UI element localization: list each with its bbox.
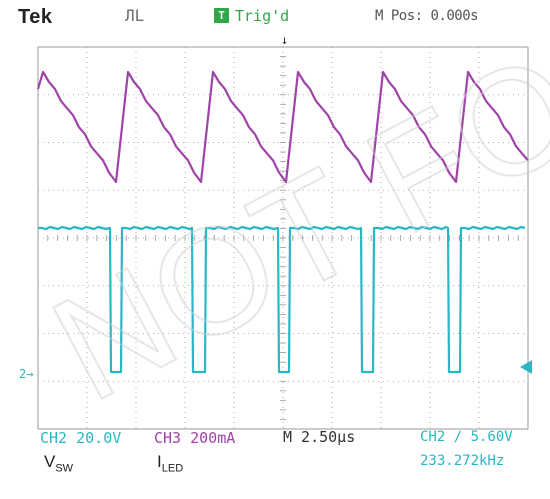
ch2-voltage-trace [38,225,526,374]
oscilloscope-screen [36,46,529,430]
trigger-level-marker-icon [520,360,532,374]
trigger-badge: T [214,8,229,23]
ch3-current-trace [36,70,529,184]
brand-logo: Tek [18,6,53,28]
horizontal-position-readout: M Pos: 0.000s [375,8,479,24]
run-state-indicator: ЛL [125,6,145,25]
label-iled-main: I [157,452,162,471]
timebase-readout: M 2.50µs [283,428,356,446]
ch3-vertical-scale: CH3 200mA [154,429,236,447]
label-vsw: VSW [44,452,73,474]
label-vsw-sub: SW [55,462,74,475]
label-iled-sub: LED [161,462,184,475]
label-iled: ILED [157,452,183,474]
trigger-level-readout: CH2 ∕ 5.60V [420,429,513,445]
label-vsw-main: V [44,452,56,471]
ch2-ground-marker: 2→ [19,367,34,381]
graticule-grid [37,46,529,430]
frequency-readout: 233.272kHz [420,453,505,469]
trigger-position-arrow-icon: ↓ [281,33,289,47]
ch2-vertical-scale: CH2 20.0V [40,429,122,447]
trigger-status: Trig'd [235,7,290,25]
